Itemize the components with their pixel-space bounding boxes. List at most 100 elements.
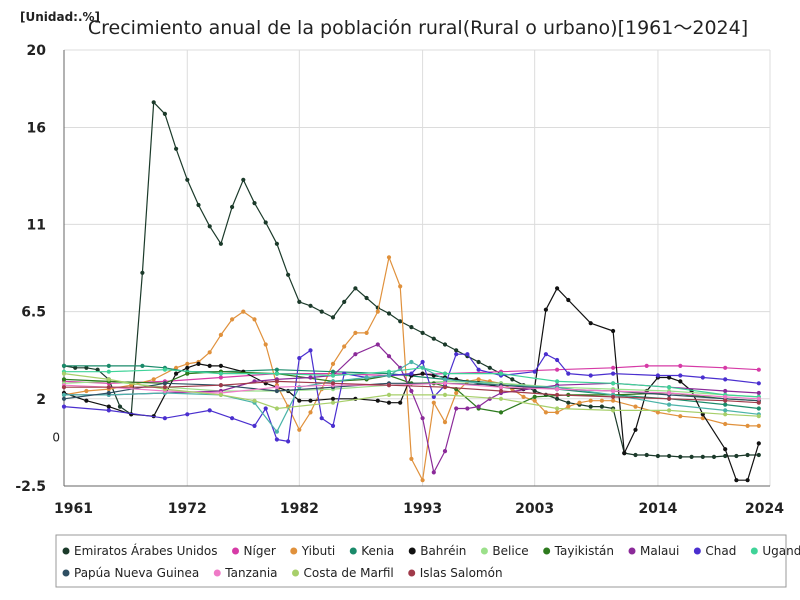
data-point bbox=[633, 427, 638, 432]
data-point bbox=[756, 414, 761, 419]
data-point bbox=[84, 398, 89, 403]
legend-item: Papúa Nueva Guinea bbox=[62, 566, 199, 580]
data-point bbox=[375, 398, 380, 403]
data-point bbox=[162, 416, 167, 421]
data-point bbox=[218, 375, 223, 380]
legend-marker bbox=[628, 547, 636, 555]
data-point bbox=[745, 423, 750, 428]
x-tick-label: 1993 bbox=[403, 501, 442, 517]
data-point bbox=[700, 375, 705, 380]
data-point bbox=[308, 410, 313, 415]
data-point bbox=[230, 204, 235, 210]
data-point bbox=[297, 299, 302, 304]
data-point bbox=[655, 453, 661, 459]
data-point bbox=[543, 410, 549, 415]
legend-label: Kenia bbox=[361, 544, 394, 558]
x-tick-label: 2003 bbox=[515, 501, 554, 517]
data-point bbox=[151, 100, 156, 105]
data-point bbox=[61, 396, 67, 401]
data-point bbox=[106, 390, 111, 396]
data-point bbox=[353, 330, 358, 335]
series-line bbox=[63, 382, 759, 400]
data-point bbox=[398, 284, 403, 289]
data-point bbox=[543, 307, 549, 312]
data-point bbox=[386, 255, 392, 260]
data-point bbox=[454, 390, 459, 396]
data-point bbox=[364, 375, 369, 380]
legend-label: Chad bbox=[705, 544, 736, 558]
y-tick-label: 16 bbox=[27, 121, 46, 137]
legend-label: Tanzania bbox=[224, 566, 277, 580]
series-14 bbox=[61, 371, 761, 419]
data-point bbox=[476, 377, 481, 382]
legend-label: Níger bbox=[244, 544, 276, 558]
data-point bbox=[73, 365, 78, 370]
data-point bbox=[476, 404, 481, 409]
data-point bbox=[756, 400, 761, 405]
legend-label: Bahréin bbox=[420, 544, 466, 558]
data-point bbox=[555, 396, 560, 401]
data-point bbox=[431, 394, 436, 399]
data-point bbox=[364, 295, 369, 301]
data-point bbox=[622, 451, 627, 456]
data-point bbox=[196, 202, 201, 208]
data-point bbox=[61, 404, 67, 409]
data-point bbox=[442, 392, 448, 397]
legend-marker bbox=[62, 569, 70, 577]
data-point bbox=[185, 177, 190, 182]
data-point bbox=[566, 400, 571, 405]
data-point bbox=[611, 328, 616, 334]
data-point bbox=[655, 410, 661, 415]
y-tick-label: 6.5 bbox=[21, 305, 46, 321]
data-point bbox=[409, 388, 414, 394]
data-point bbox=[723, 453, 728, 459]
data-point bbox=[274, 385, 279, 390]
data-point bbox=[723, 394, 728, 399]
data-point bbox=[185, 365, 190, 370]
data-point bbox=[274, 241, 279, 246]
data-point bbox=[330, 396, 336, 401]
y-tick-label: -2.5 bbox=[15, 479, 46, 495]
data-point bbox=[330, 369, 336, 374]
series-layer bbox=[61, 100, 761, 483]
data-point bbox=[319, 309, 324, 314]
legend-marker bbox=[290, 547, 298, 555]
data-point bbox=[106, 404, 111, 409]
data-point bbox=[510, 377, 515, 382]
data-point bbox=[196, 361, 201, 366]
data-point bbox=[678, 454, 683, 459]
data-point bbox=[431, 400, 436, 405]
data-point bbox=[330, 381, 336, 386]
data-point bbox=[723, 412, 728, 417]
data-point bbox=[263, 342, 268, 347]
data-point bbox=[420, 330, 425, 335]
data-point bbox=[353, 286, 358, 291]
data-point bbox=[252, 398, 257, 403]
legend-item: Uganda bbox=[750, 544, 800, 558]
data-point bbox=[611, 381, 616, 386]
data-point bbox=[555, 367, 560, 372]
data-point bbox=[330, 315, 336, 320]
data-point bbox=[723, 421, 728, 427]
data-point bbox=[611, 408, 616, 413]
legend-marker bbox=[408, 547, 416, 555]
data-point bbox=[398, 400, 403, 405]
data-point bbox=[185, 412, 190, 417]
data-point bbox=[756, 423, 761, 428]
data-point bbox=[218, 392, 223, 397]
data-point bbox=[263, 406, 268, 411]
data-point bbox=[633, 404, 638, 409]
data-point bbox=[61, 363, 67, 368]
data-point bbox=[532, 369, 537, 374]
data-point bbox=[252, 423, 257, 428]
data-point bbox=[274, 371, 279, 376]
data-point bbox=[588, 321, 593, 326]
data-point bbox=[678, 373, 683, 378]
data-point bbox=[667, 396, 672, 401]
data-point bbox=[532, 388, 537, 394]
data-point bbox=[409, 371, 414, 376]
data-point bbox=[442, 449, 448, 454]
data-point bbox=[611, 371, 616, 376]
data-point bbox=[207, 224, 212, 229]
data-point bbox=[61, 385, 67, 390]
